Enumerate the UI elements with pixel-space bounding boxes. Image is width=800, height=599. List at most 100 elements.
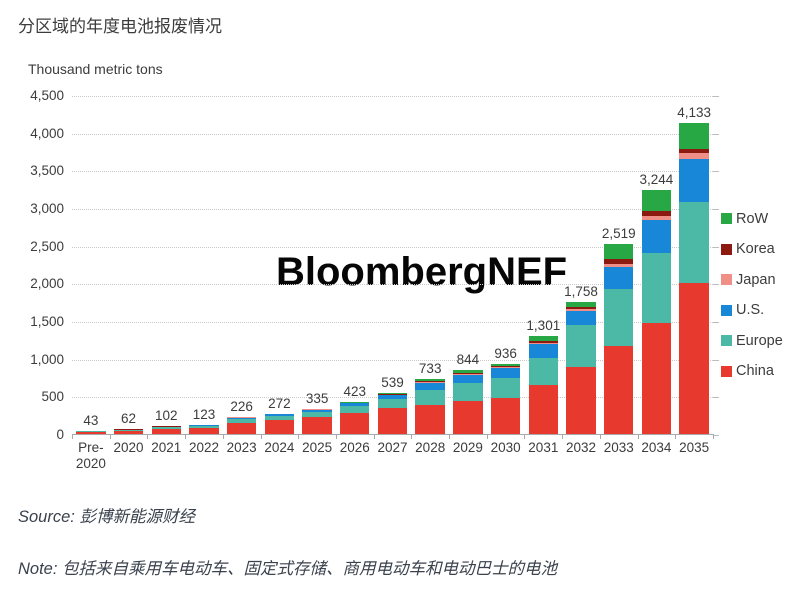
legend-item-us: U.S. xyxy=(721,300,783,321)
x-axis-tick xyxy=(562,434,564,439)
bar-2032: 1,758 xyxy=(562,96,600,434)
segment-korea xyxy=(453,372,483,374)
bar-2030: 936 xyxy=(487,96,525,434)
legend-swatch xyxy=(721,274,732,286)
bar-2033: 2,519 xyxy=(600,96,638,434)
segment-china xyxy=(340,412,370,434)
bar-stack xyxy=(76,430,106,434)
segment-china xyxy=(679,283,709,434)
legend-label: Europe xyxy=(736,332,783,349)
x-axis-category-label: 2022 xyxy=(188,440,219,455)
x-axis-category-label: 2028 xyxy=(415,440,446,455)
source-text: Source: 彭博新能源财经 xyxy=(18,508,195,526)
segment-europe xyxy=(604,289,634,346)
segment-japan xyxy=(604,264,634,268)
bar-stack xyxy=(415,378,445,434)
segment-us xyxy=(528,344,559,358)
x-axis-tick xyxy=(599,434,601,439)
x-axis-category-label: 2030 xyxy=(490,440,521,455)
segment-us xyxy=(377,394,408,399)
segment-japan xyxy=(490,367,521,369)
segment-us xyxy=(566,311,596,326)
segment-china xyxy=(528,385,559,434)
gridline xyxy=(72,209,713,210)
segment-europe xyxy=(490,377,521,398)
bloombergnef-watermark: BloombergNEF xyxy=(276,250,568,294)
segment-europe xyxy=(566,325,596,368)
bar-total-label: 1,301 xyxy=(526,318,561,334)
legend-label: RoW xyxy=(736,210,769,227)
note-text: Note: 包括来自乘用车电动车、固定式存储、商用电动车和电动巴士的电池 xyxy=(18,560,558,578)
segment-us xyxy=(490,368,521,378)
segment-europe xyxy=(113,429,144,431)
legend-item-europe: Europe xyxy=(721,330,783,351)
segment-europe xyxy=(302,411,332,418)
segment-us xyxy=(189,425,219,426)
x-axis-tick xyxy=(524,434,526,439)
x-axis-tick xyxy=(486,434,488,439)
bar-total-label: 226 xyxy=(230,399,253,415)
legend-swatch xyxy=(721,365,732,377)
gridline xyxy=(72,246,713,248)
legend-label: Korea xyxy=(736,241,775,258)
legend-swatch xyxy=(721,335,732,347)
bar-total-label: 3,244 xyxy=(639,171,674,187)
y-axis-right-tick xyxy=(713,322,719,323)
y-axis-tick-label: 0 xyxy=(56,427,64,442)
segment-row xyxy=(679,122,709,150)
segment-europe xyxy=(264,415,295,421)
segment-row xyxy=(377,393,408,395)
x-axis-category-label: 2032 xyxy=(566,440,597,455)
x-axis-category-label: 2035 xyxy=(679,440,710,455)
segment-row xyxy=(566,301,596,307)
bar-stack xyxy=(340,402,370,434)
page-title: 分区域的年度电池报废情况 xyxy=(18,17,222,36)
bar-2035: 4,133 xyxy=(675,96,713,434)
bar-2022: 123 xyxy=(185,96,223,434)
y-axis-right-tick xyxy=(713,171,719,173)
segment-korea xyxy=(415,380,445,382)
segment-us xyxy=(641,219,672,253)
bar-2027: 539 xyxy=(374,96,412,434)
bar-total-label: 936 xyxy=(494,345,517,361)
segment-us xyxy=(415,382,445,390)
x-axis-category-label: 2025 xyxy=(302,440,333,455)
bar-total-label: 1,758 xyxy=(564,283,598,299)
bar-2029: 844 xyxy=(449,96,487,434)
segment-korea xyxy=(679,149,709,154)
segment-korea xyxy=(566,306,596,309)
x-axis-tick xyxy=(411,434,413,439)
segment-japan xyxy=(528,342,559,345)
bar-stack xyxy=(302,408,332,434)
segment-row xyxy=(641,189,672,212)
gridline xyxy=(72,359,713,361)
bar-2024: 272 xyxy=(261,96,299,434)
segment-china xyxy=(453,400,483,434)
segment-europe xyxy=(226,418,257,423)
y-axis-tick-label: 3,000 xyxy=(30,201,64,216)
legend-item-china: China xyxy=(721,361,783,382)
y-axis-tick-label: 1,000 xyxy=(30,351,64,367)
segment-row xyxy=(604,244,634,260)
bar-2020: 62 xyxy=(110,96,148,434)
gridline xyxy=(72,171,713,173)
x-axis-tick xyxy=(335,434,337,439)
x-axis-category-label: 2026 xyxy=(339,440,370,455)
segment-korea xyxy=(528,340,559,343)
bar-stack xyxy=(189,424,219,434)
segment-europe xyxy=(679,201,709,284)
segment-europe xyxy=(528,357,559,386)
segment-japan xyxy=(679,153,709,160)
segment-china xyxy=(641,322,672,434)
y-axis-right-tick xyxy=(713,96,719,97)
segment-china xyxy=(302,417,332,434)
segment-china xyxy=(566,367,596,434)
plot-area: BloombergNEF 0 500 1,000 1,500 2,000 2,500 3,0… xyxy=(30,88,719,471)
segment-china xyxy=(490,397,521,434)
y-axis-right-tick xyxy=(713,133,719,135)
legend-swatch xyxy=(721,213,732,224)
x-axis-tick xyxy=(147,434,149,439)
x-axis-category-label: 2024 xyxy=(264,440,295,455)
y-axis-right-tick xyxy=(713,246,719,248)
segment-china xyxy=(415,404,445,434)
